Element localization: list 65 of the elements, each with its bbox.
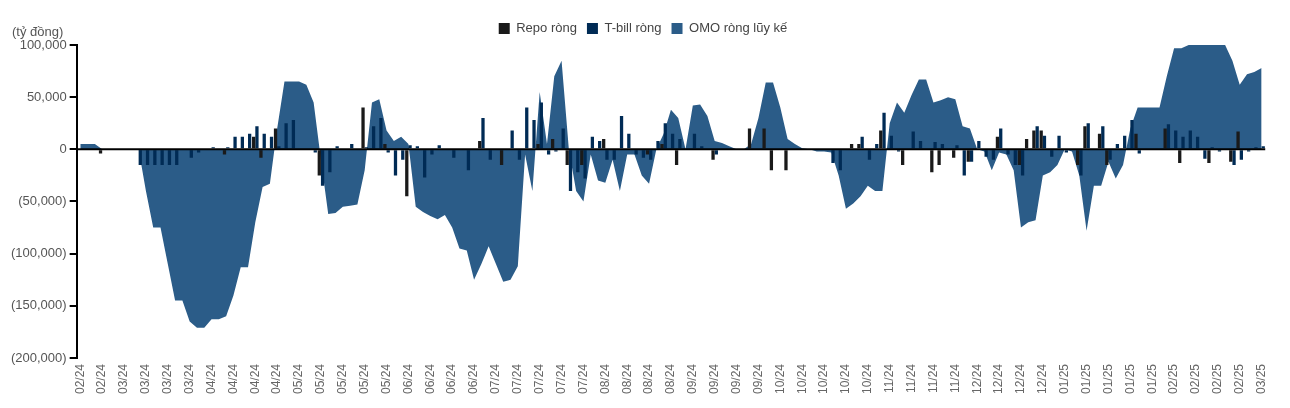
x-tick-label: 01/25 bbox=[1100, 363, 1115, 394]
x-tick-label: 05/24 bbox=[313, 363, 328, 394]
y-tick-label: (150,000) bbox=[10, 297, 67, 313]
x-tick-label: 12/24 bbox=[1013, 363, 1028, 394]
x-tick-label: 08/24 bbox=[597, 363, 612, 394]
x-tick-label: 08/24 bbox=[641, 363, 656, 394]
x-tick-label: 02/25 bbox=[1232, 363, 1247, 394]
x-tick-label: 04/24 bbox=[247, 363, 262, 394]
x-tick-label: 02/25 bbox=[1166, 363, 1181, 394]
x-tick-label: 03/24 bbox=[160, 363, 175, 394]
x-tick-label: 07/24 bbox=[510, 363, 525, 394]
x-tick-label: 05/24 bbox=[335, 363, 350, 394]
x-tick-label: 07/24 bbox=[532, 363, 546, 394]
x-tick-label: 07/24 bbox=[488, 363, 503, 394]
x-tick-label: 03/24 bbox=[138, 363, 153, 394]
x-tick-label: 10/24 bbox=[838, 363, 853, 394]
x-tick-label: 01/25 bbox=[1078, 363, 1093, 394]
x-tick-label: 12/24 bbox=[1035, 363, 1050, 394]
y-tick-label: (200,000) bbox=[10, 349, 67, 365]
x-tick-label: 07/24 bbox=[553, 363, 568, 394]
x-tick-label: 12/24 bbox=[991, 363, 1006, 394]
x-tick-label: 07/24 bbox=[575, 363, 590, 394]
x-tick-label: 12/24 bbox=[969, 363, 984, 394]
x-tick-label: 06/24 bbox=[444, 363, 459, 394]
x-tick-label: 09/24 bbox=[685, 363, 700, 394]
x-tick-label: 05/24 bbox=[356, 363, 371, 394]
x-tick-label: 08/24 bbox=[619, 363, 634, 394]
x-tick-label: 10/24 bbox=[794, 363, 809, 394]
y-tick-label: (100,000) bbox=[10, 245, 67, 261]
y-tick-label: 0 bbox=[59, 140, 67, 156]
x-tick-label: 11/24 bbox=[882, 363, 897, 394]
y-tick-label: (50,000) bbox=[18, 193, 67, 209]
x-tick-label: 03/25 bbox=[1253, 363, 1268, 394]
y-tick-label: 50,000 bbox=[26, 88, 67, 104]
x-tick-label: 06/24 bbox=[466, 363, 481, 394]
x-tick-label: 09/24 bbox=[750, 363, 765, 394]
x-tick-label: 01/25 bbox=[1144, 363, 1159, 394]
x-tick-label: 05/24 bbox=[378, 363, 393, 394]
x-tick-label: 05/24 bbox=[291, 363, 306, 394]
x-tick-label: 01/25 bbox=[1122, 363, 1137, 394]
legend-label: Repo ròng bbox=[516, 20, 577, 36]
x-tick-label: 09/24 bbox=[728, 363, 743, 394]
x-tick-label: 10/24 bbox=[860, 363, 875, 394]
x-tick-label: 10/24 bbox=[772, 363, 787, 394]
x-tick-label: 03/24 bbox=[116, 363, 131, 394]
x-tick-label: 11/24 bbox=[903, 363, 918, 394]
x-tick-label: 02/25 bbox=[1210, 363, 1225, 394]
x-tick-label: 06/24 bbox=[422, 363, 437, 394]
x-tick-label: 06/24 bbox=[400, 363, 415, 394]
x-tick-label: 04/24 bbox=[225, 363, 240, 394]
x-tick-label: 01/25 bbox=[1057, 363, 1072, 394]
x-tick-label: 10/24 bbox=[816, 363, 831, 394]
legend-label: OMO ròng lũy kế bbox=[689, 20, 789, 36]
x-tick-label: 08/24 bbox=[663, 363, 678, 394]
x-tick-label: 04/24 bbox=[203, 363, 218, 394]
x-tick-label: 02/24 bbox=[94, 363, 109, 394]
x-tick-label: 02/25 bbox=[1188, 363, 1203, 394]
x-tick-label: 04/24 bbox=[269, 363, 284, 394]
x-tick-label: 11/24 bbox=[925, 363, 940, 394]
x-tick-label: 03/24 bbox=[181, 363, 196, 394]
x-tick-label: 02/24 bbox=[72, 363, 87, 394]
x-tick-label: 09/24 bbox=[707, 363, 722, 394]
x-tick-label: 11/24 bbox=[947, 363, 962, 394]
legend-label: T-bill ròng bbox=[604, 20, 662, 36]
y-axis-title: (tỷ đồng) bbox=[12, 24, 64, 40]
